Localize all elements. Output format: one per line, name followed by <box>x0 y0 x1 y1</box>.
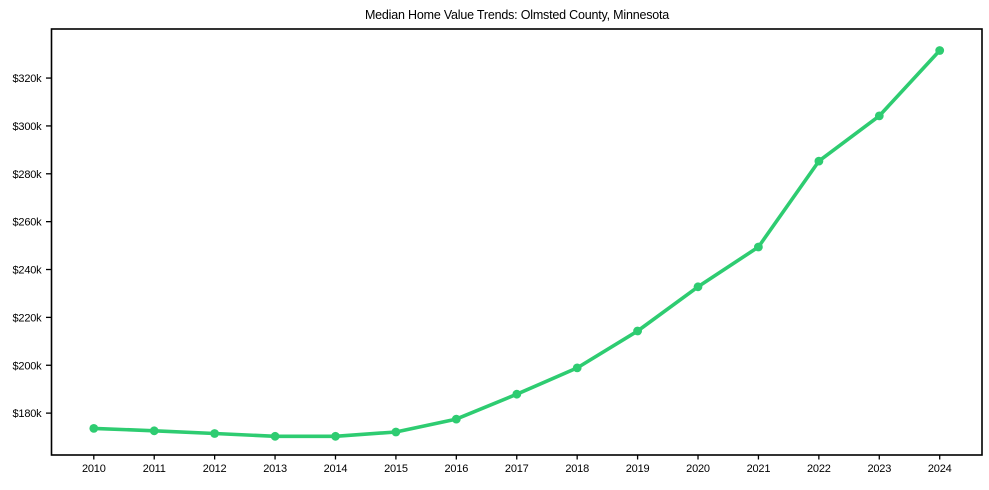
data-point <box>693 282 703 292</box>
plot-border <box>50 28 983 456</box>
x-tick-label: 2023 <box>867 463 891 475</box>
x-tick-label: 2013 <box>263 463 287 475</box>
data-point <box>331 431 340 441</box>
x-tick-label: 2012 <box>203 463 227 475</box>
data-point <box>935 46 945 55</box>
data-point <box>874 111 884 121</box>
data-point <box>270 431 280 441</box>
data-point <box>210 429 220 438</box>
x-tick-label: 2024 <box>928 463 952 475</box>
x-tick-label: 2010 <box>82 463 106 475</box>
x-tick-label: 2021 <box>747 463 771 475</box>
x-tick-label: 2022 <box>807 463 831 475</box>
y-tick-label: $180k <box>13 408 43 420</box>
data-point <box>89 424 99 433</box>
data-point <box>754 242 763 252</box>
x-tick-label: 2015 <box>384 463 408 475</box>
x-tick-label: 2020 <box>686 463 710 475</box>
x-tick-label: 2018 <box>565 463 589 475</box>
x-tick-label: 2011 <box>143 463 166 475</box>
data-point <box>149 426 159 436</box>
x-tick-label: 2014 <box>324 463 348 475</box>
y-tick-label: $300k <box>13 121 43 133</box>
data-point <box>814 156 824 166</box>
y-tick-label: $200k <box>13 360 43 372</box>
data-point <box>451 414 461 424</box>
x-tick-label: 2016 <box>444 463 468 475</box>
y-tick-label: $320k <box>13 73 43 85</box>
data-point <box>391 427 401 437</box>
data-point <box>512 389 522 399</box>
data-point <box>633 326 642 336</box>
y-tick-label: $280k <box>13 169 43 181</box>
y-tick-label: $260k <box>13 217 43 229</box>
trend-line <box>92 48 942 439</box>
chart-title: Median Home Value Trends: Olmsted County… <box>364 8 670 22</box>
x-tick-label: 2019 <box>626 463 650 475</box>
x-tick-label: 2017 <box>505 463 529 475</box>
y-tick-label: $240k <box>13 265 43 277</box>
data-point <box>572 363 582 373</box>
y-tick-label: $220k <box>13 312 43 324</box>
